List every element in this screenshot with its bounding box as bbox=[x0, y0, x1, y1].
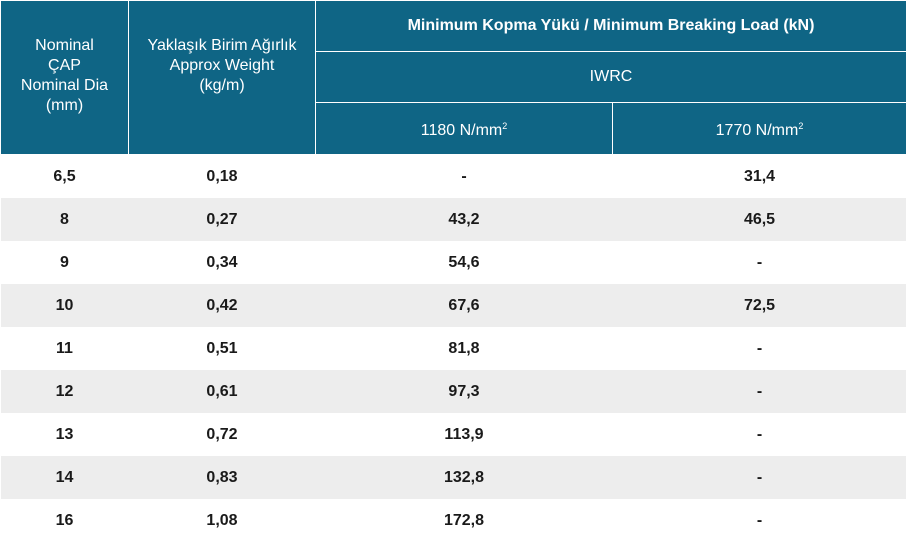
header-approx-weight: Yaklaşık Birim Ağırlık Approx Weight (kg… bbox=[129, 1, 316, 155]
cell-1770: 31,4 bbox=[613, 155, 906, 199]
cell-1180: 113,9 bbox=[316, 413, 613, 456]
grade-1770-value: 1770 N/mm bbox=[716, 122, 799, 139]
cell-weight: 0,51 bbox=[129, 327, 316, 370]
header-grade-1180: 1180 N/mm2 bbox=[316, 103, 613, 155]
cell-weight: 0,34 bbox=[129, 241, 316, 284]
cell-1180: 54,6 bbox=[316, 241, 613, 284]
grade-1180-sup: 2 bbox=[502, 121, 507, 131]
header-approx-weight-line: Yaklaşık Birim Ağırlık bbox=[129, 36, 315, 56]
cell-1180: 67,6 bbox=[316, 284, 613, 327]
table-row: 14 0,83 132,8 - bbox=[1, 456, 906, 499]
cell-1770: 46,5 bbox=[613, 198, 906, 241]
cell-weight: 1,08 bbox=[129, 499, 316, 542]
grade-1180-value: 1180 N/mm bbox=[421, 122, 503, 139]
cell-1180: 81,8 bbox=[316, 327, 613, 370]
table-row: 9 0,34 54,6 - bbox=[1, 241, 906, 284]
cell-dia: 6,5 bbox=[1, 155, 129, 199]
header-approx-weight-line: (kg/m) bbox=[129, 76, 315, 96]
cell-weight: 0,61 bbox=[129, 370, 316, 413]
header-nominal-dia-line: (mm) bbox=[1, 96, 128, 116]
grade-1770-sup: 2 bbox=[798, 121, 803, 131]
cell-weight: 0,18 bbox=[129, 155, 316, 199]
header-nominal-dia-line: ÇAP bbox=[1, 56, 128, 76]
header-iwrc: IWRC bbox=[316, 52, 906, 103]
cell-weight: 0,27 bbox=[129, 198, 316, 241]
cell-1770: - bbox=[613, 413, 906, 456]
cell-weight: 0,83 bbox=[129, 456, 316, 499]
cell-1180: 43,2 bbox=[316, 198, 613, 241]
cell-dia: 9 bbox=[1, 241, 129, 284]
cell-dia: 10 bbox=[1, 284, 129, 327]
cell-dia: 14 bbox=[1, 456, 129, 499]
header-nominal-dia: Nominal ÇAP Nominal Dia (mm) bbox=[1, 1, 129, 155]
table-row: 13 0,72 113,9 - bbox=[1, 413, 906, 456]
cell-dia: 12 bbox=[1, 370, 129, 413]
table-row: 8 0,27 43,2 46,5 bbox=[1, 198, 906, 241]
table-row: 11 0,51 81,8 - bbox=[1, 327, 906, 370]
header-nominal-dia-line: Nominal Dia bbox=[1, 76, 128, 96]
cell-weight: 0,42 bbox=[129, 284, 316, 327]
cell-1770: - bbox=[613, 241, 906, 284]
cell-1770: - bbox=[613, 456, 906, 499]
cell-1180: 172,8 bbox=[316, 499, 613, 542]
table-body: 6,5 0,18 - 31,4 8 0,27 43,2 46,5 9 0,34 … bbox=[1, 155, 906, 542]
table-row: 12 0,61 97,3 - bbox=[1, 370, 906, 413]
table-header: Nominal ÇAP Nominal Dia (mm) Yaklaşık Bi… bbox=[1, 1, 906, 155]
header-nominal-dia-line: Nominal bbox=[1, 36, 128, 56]
header-grade-1770: 1770 N/mm2 bbox=[613, 103, 906, 155]
cell-dia: 8 bbox=[1, 198, 129, 241]
cell-1180: - bbox=[316, 155, 613, 199]
cell-1770: - bbox=[613, 499, 906, 542]
cell-1770: - bbox=[613, 327, 906, 370]
cell-1770: 72,5 bbox=[613, 284, 906, 327]
table-row: 16 1,08 172,8 - bbox=[1, 499, 906, 542]
cell-dia: 16 bbox=[1, 499, 129, 542]
header-breaking-load: Minimum Kopma Yükü / Minimum Breaking Lo… bbox=[316, 1, 906, 52]
table-row: 10 0,42 67,6 72,5 bbox=[1, 284, 906, 327]
cell-1180: 132,8 bbox=[316, 456, 613, 499]
cell-1770: - bbox=[613, 370, 906, 413]
cell-1180: 97,3 bbox=[316, 370, 613, 413]
cell-dia: 11 bbox=[1, 327, 129, 370]
table-row: 6,5 0,18 - 31,4 bbox=[1, 155, 906, 199]
cell-dia: 13 bbox=[1, 413, 129, 456]
cell-weight: 0,72 bbox=[129, 413, 316, 456]
header-approx-weight-line: Approx Weight bbox=[129, 56, 315, 76]
